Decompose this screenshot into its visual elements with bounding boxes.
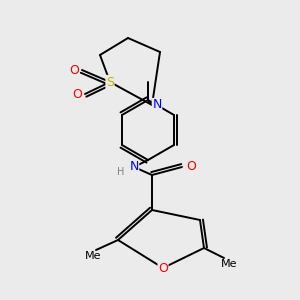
Text: N: N (129, 160, 139, 173)
Text: Me: Me (221, 259, 237, 269)
Text: H: H (117, 167, 125, 177)
Text: O: O (69, 64, 79, 76)
Text: Me: Me (85, 251, 101, 261)
Text: O: O (186, 160, 196, 173)
Text: S: S (106, 76, 114, 88)
Text: O: O (158, 262, 168, 275)
Text: N: N (152, 98, 162, 112)
Text: O: O (72, 88, 82, 100)
